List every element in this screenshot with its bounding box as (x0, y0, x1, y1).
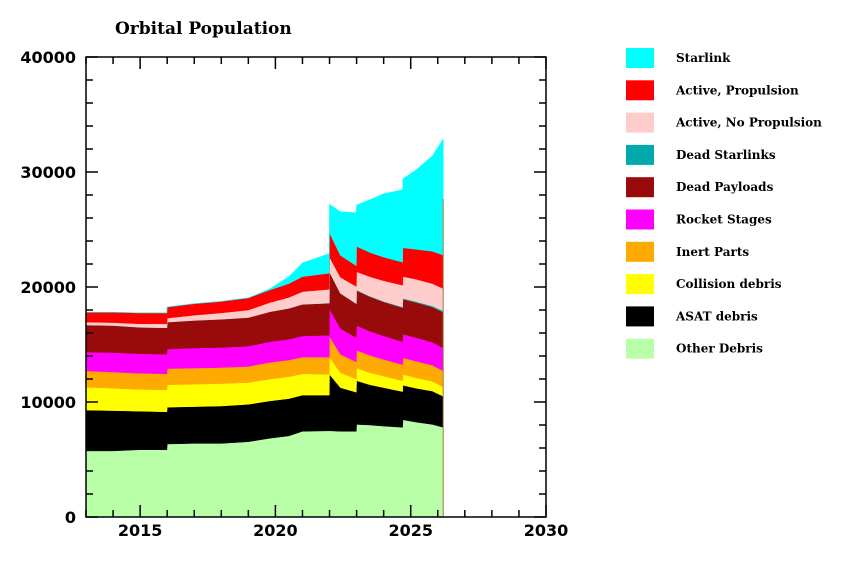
axes: 0 10000 20000 30000 40000 2015 2020 2025 2030 (20, 48, 568, 540)
chart-title: Orbital Population (115, 19, 292, 39)
x-tick-label: 2025 (388, 521, 433, 540)
legend-item: Dead Starlinks (626, 144, 776, 165)
legend-swatch (626, 338, 654, 359)
legend-swatch (626, 209, 654, 230)
y-tick-label: 0 (65, 508, 76, 527)
legend-label: Dead Starlinks (676, 148, 776, 162)
x-tick-label: 2015 (118, 521, 163, 540)
legend-label: Inert Parts (676, 245, 749, 259)
legend-item: Inert Parts (626, 241, 749, 262)
legend-swatch (626, 144, 654, 165)
legend-item: Collision debris (626, 274, 782, 295)
legend-swatch (626, 48, 654, 68)
legend-item: ASAT debris (626, 306, 758, 327)
stacked-areas (85, 138, 444, 518)
legend-item: Active, No Propulsion (626, 112, 822, 133)
legend-item: Starlink (626, 48, 731, 68)
legend-swatch (626, 177, 654, 198)
y-tick-label: 20000 (20, 278, 76, 297)
legend-item: Other Debris (626, 338, 763, 359)
legend-label: Active, No Propulsion (675, 116, 822, 130)
legend-swatch (626, 306, 654, 327)
y-tick-label: 40000 (20, 48, 76, 67)
legend-item: Dead Payloads (626, 177, 774, 198)
legend-swatch (626, 80, 654, 101)
legend-label: ASAT debris (675, 309, 758, 323)
legend-label: Active, Propulsion (675, 83, 799, 97)
legend-label: Starlink (676, 51, 731, 65)
legend-swatch (626, 274, 654, 295)
legend-label: Collision debris (676, 277, 782, 291)
legend-item: Rocket Stages (626, 209, 772, 230)
legend-label: Dead Payloads (676, 180, 774, 194)
legend: Starlink Active, Propulsion Active, No Pro… (626, 48, 822, 359)
y-tick-label: 30000 (20, 163, 76, 182)
y-tick-label: 10000 (20, 393, 76, 412)
legend-swatch (626, 112, 654, 133)
area-starlink (86, 138, 444, 314)
x-tick-label: 2020 (253, 521, 298, 540)
legend-label: Other Debris (676, 342, 763, 356)
x-tick-label: 2030 (524, 521, 569, 540)
legend-label: Rocket Stages (676, 213, 772, 227)
legend-item: Active, Propulsion (626, 80, 799, 101)
legend-swatch (626, 241, 654, 262)
